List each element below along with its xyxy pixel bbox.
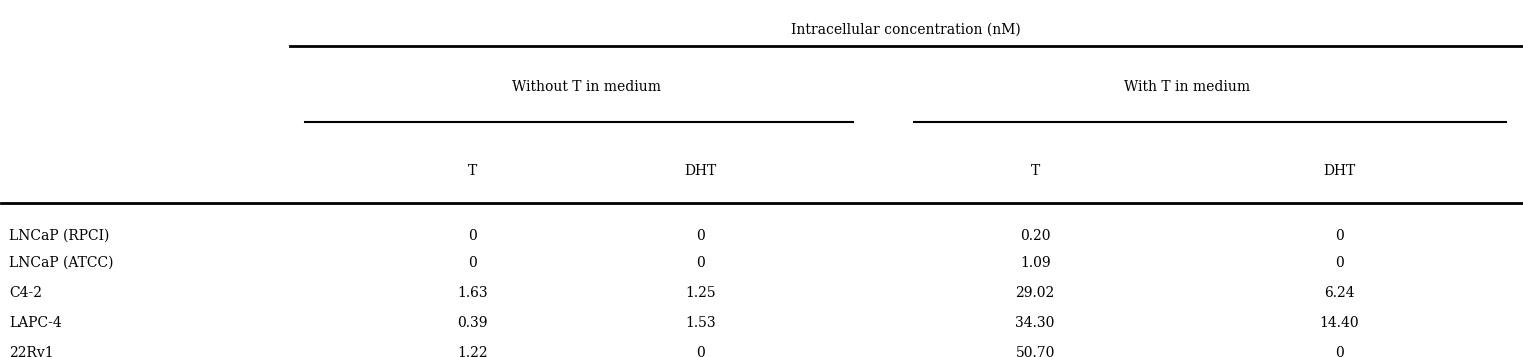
Text: 0: 0 bbox=[468, 256, 477, 270]
Text: T: T bbox=[1031, 164, 1040, 178]
Text: DHT: DHT bbox=[684, 164, 717, 178]
Text: 0: 0 bbox=[1334, 256, 1343, 270]
Text: 0: 0 bbox=[696, 256, 705, 270]
Text: 6.24: 6.24 bbox=[1323, 286, 1354, 300]
Text: 1.09: 1.09 bbox=[1020, 256, 1051, 270]
Text: 1.63: 1.63 bbox=[457, 286, 487, 300]
Text: 22Rv1: 22Rv1 bbox=[9, 346, 53, 357]
Text: 0: 0 bbox=[468, 229, 477, 243]
Text: 0: 0 bbox=[1334, 229, 1343, 243]
Text: LNCaP (ATCC): LNCaP (ATCC) bbox=[9, 256, 114, 270]
Text: Intracellular concentration (nM): Intracellular concentration (nM) bbox=[790, 22, 1020, 36]
Text: 0: 0 bbox=[1334, 346, 1343, 357]
Text: 1.25: 1.25 bbox=[685, 286, 716, 300]
Text: With T in medium: With T in medium bbox=[1124, 80, 1250, 94]
Text: C4-2: C4-2 bbox=[9, 286, 43, 300]
Text: DHT: DHT bbox=[1323, 164, 1355, 178]
Text: 29.02: 29.02 bbox=[1016, 286, 1055, 300]
Text: 34.30: 34.30 bbox=[1016, 316, 1055, 330]
Text: T: T bbox=[468, 164, 477, 178]
Text: LAPC-4: LAPC-4 bbox=[9, 316, 62, 330]
Text: 0: 0 bbox=[696, 229, 705, 243]
Text: 1.22: 1.22 bbox=[457, 346, 487, 357]
Text: 14.40: 14.40 bbox=[1319, 316, 1359, 330]
Text: 0: 0 bbox=[696, 346, 705, 357]
Text: Without T in medium: Without T in medium bbox=[512, 80, 661, 94]
Text: 1.53: 1.53 bbox=[685, 316, 716, 330]
Text: LNCaP (RPCI): LNCaP (RPCI) bbox=[9, 229, 110, 243]
Text: 0.39: 0.39 bbox=[457, 316, 487, 330]
Text: 0.20: 0.20 bbox=[1020, 229, 1051, 243]
Text: 50.70: 50.70 bbox=[1016, 346, 1055, 357]
